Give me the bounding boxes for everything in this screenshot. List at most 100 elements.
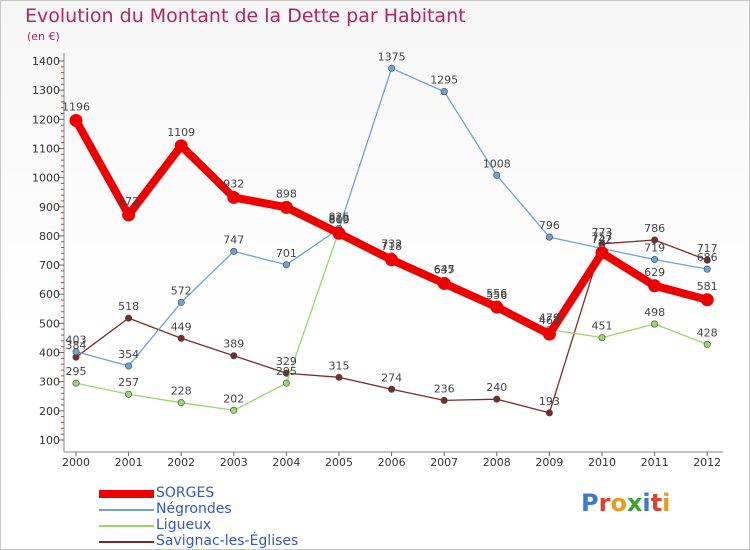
data-label: 428 xyxy=(697,326,718,339)
series-line xyxy=(72,116,712,339)
x-tick-label: 2000 xyxy=(62,456,90,469)
data-point xyxy=(177,334,185,342)
x-tick-label: 2011 xyxy=(641,456,669,469)
data-label: 686 xyxy=(697,251,718,264)
data-point xyxy=(72,348,80,356)
chart-title: Evolution du Montant de la Dette par Hab… xyxy=(25,5,466,27)
data-label: 315 xyxy=(329,359,350,372)
legend-label: Savignac-les-Églises xyxy=(156,533,299,549)
x-tick-label: 2002 xyxy=(167,456,195,469)
data-point xyxy=(545,409,553,417)
data-label: 236 xyxy=(434,382,455,395)
data-label: 556 xyxy=(486,289,507,302)
data-label: 274 xyxy=(381,371,402,384)
data-point xyxy=(230,352,238,360)
y-tick-label: 1400 xyxy=(32,55,60,68)
data-point xyxy=(69,113,83,127)
data-point xyxy=(125,390,133,398)
data-label: 451 xyxy=(592,320,613,333)
data-label: 1008 xyxy=(483,157,511,170)
data-label: 719 xyxy=(644,242,665,255)
data-label: 498 xyxy=(644,306,665,319)
data-label: 202 xyxy=(223,392,244,405)
data-point xyxy=(651,236,659,244)
data-label: 403 xyxy=(66,334,87,347)
legend-swatch xyxy=(99,525,154,527)
data-label: 637 xyxy=(434,263,455,276)
data-label: 773 xyxy=(592,226,613,239)
data-point xyxy=(542,327,556,341)
proxiti-logo: Proxiti xyxy=(581,489,670,517)
data-point xyxy=(279,200,293,214)
x-tick-label: 2003 xyxy=(220,456,248,469)
data-label: 354 xyxy=(118,348,139,361)
data-point xyxy=(388,64,396,72)
y-tick-label: 100 xyxy=(39,434,60,447)
data-label: 479 xyxy=(539,312,560,325)
logo-letter: o xyxy=(610,489,627,517)
legend-swatch xyxy=(99,509,154,511)
logo-letter: x xyxy=(626,489,643,517)
x-tick-label: 2001 xyxy=(115,456,143,469)
data-point xyxy=(493,171,501,179)
data-point xyxy=(388,385,396,393)
data-label: 257 xyxy=(118,376,139,389)
y-tick-label: 1000 xyxy=(32,172,60,185)
data-label: 228 xyxy=(171,385,192,398)
y-tick-label: 300 xyxy=(39,376,60,389)
data-point xyxy=(385,253,399,267)
data-point xyxy=(437,276,451,290)
y-tick-label: 1200 xyxy=(32,113,60,126)
data-label: 384 xyxy=(66,339,87,352)
data-label: 629 xyxy=(644,266,665,279)
data-point xyxy=(648,279,662,293)
y-tick-label: 900 xyxy=(39,201,60,214)
data-point xyxy=(125,314,133,322)
data-label: 295 xyxy=(276,365,297,378)
logo-letter: i xyxy=(642,489,651,517)
data-label: 518 xyxy=(118,300,139,313)
data-label: 809 xyxy=(329,213,350,226)
data-label: 796 xyxy=(539,219,560,232)
data-label: 825 xyxy=(329,211,350,224)
y-tick-label: 200 xyxy=(39,405,60,418)
x-tick-label: 2009 xyxy=(535,456,563,469)
data-point xyxy=(227,190,241,204)
data-point xyxy=(122,208,136,222)
data-point xyxy=(598,334,606,342)
y-tick-label: 1300 xyxy=(32,84,60,97)
y-tick-label: 400 xyxy=(39,347,60,360)
data-label: 581 xyxy=(697,280,718,293)
data-point xyxy=(72,379,80,387)
data-point xyxy=(703,340,711,348)
data-label: 742 xyxy=(592,233,613,246)
logo-letter: P xyxy=(581,489,599,517)
data-label: 717 xyxy=(697,242,718,255)
x-tick-label: 2008 xyxy=(483,456,511,469)
data-label: 872 xyxy=(118,195,139,208)
x-tick-label: 2007 xyxy=(430,456,458,469)
data-label: 1295 xyxy=(430,74,458,87)
data-label: 932 xyxy=(223,177,244,190)
data-label: 463 xyxy=(539,314,560,327)
data-label: 1109 xyxy=(167,126,195,139)
data-point xyxy=(174,139,188,153)
logo-letter: i xyxy=(662,489,671,517)
data-label: 757 xyxy=(592,230,613,243)
legend-label: SORGES xyxy=(156,485,215,501)
data-point xyxy=(440,396,448,404)
logo-letter: r xyxy=(598,489,611,517)
data-point xyxy=(595,246,609,260)
data-point xyxy=(651,320,659,328)
data-label: 556 xyxy=(486,287,507,300)
x-tick-label: 2012 xyxy=(693,456,721,469)
data-point xyxy=(651,256,659,264)
legend-label: Négrondes xyxy=(156,501,232,517)
data-point xyxy=(703,256,711,264)
data-point xyxy=(230,247,238,255)
data-label: 389 xyxy=(223,338,244,351)
unit-label: (en €) xyxy=(27,30,60,43)
data-label: 329 xyxy=(276,355,297,368)
legend-swatch xyxy=(99,541,154,543)
data-point xyxy=(440,88,448,96)
